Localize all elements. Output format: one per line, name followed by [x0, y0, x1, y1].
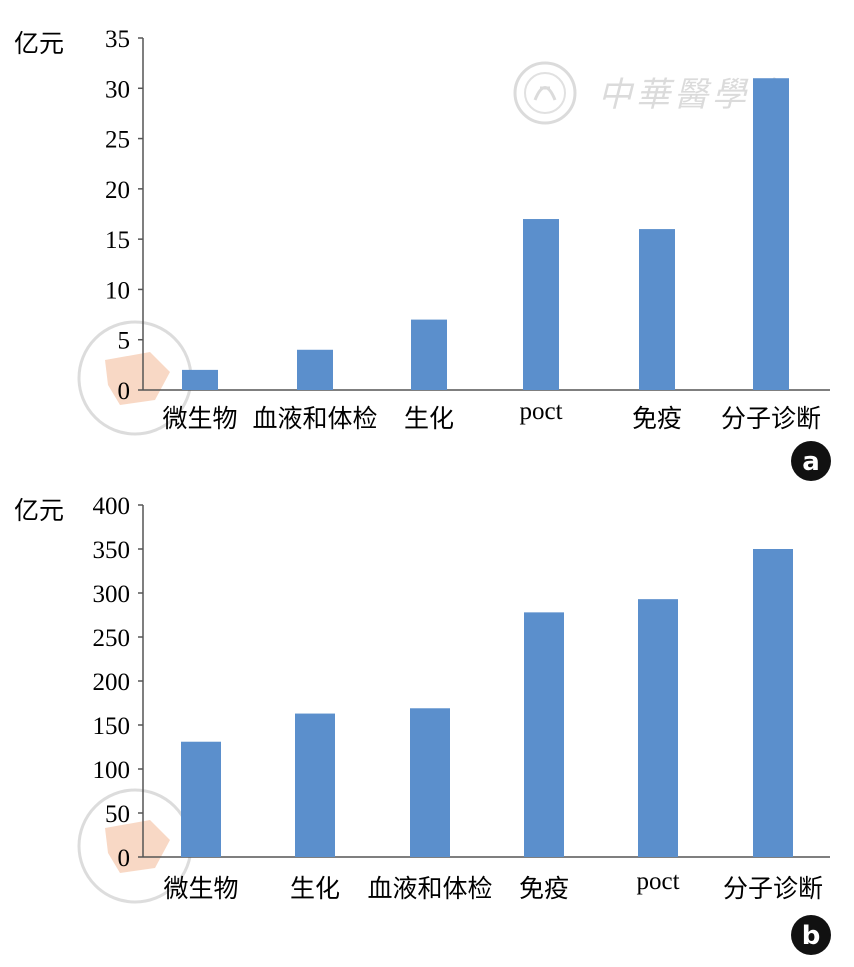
- bar: [753, 78, 789, 390]
- svg-text:a: a: [802, 447, 820, 477]
- x-tick-label: 生化: [290, 874, 340, 903]
- chart-panel-b: 亿元 0 50 100 150 200 250 300 350 400 微生物 生化 血液和体检 免疫 p…: [14, 493, 830, 904]
- bar: [524, 612, 564, 857]
- x-tick-label: 免疫: [519, 874, 569, 903]
- y-tick-label: 350: [93, 537, 131, 564]
- bar: [638, 599, 678, 857]
- panel-badge-a: a: [791, 441, 831, 481]
- x-tick-label: 微生物: [163, 874, 238, 903]
- y-tick-label: 30: [105, 76, 130, 103]
- bar: [297, 349, 333, 390]
- x-tick-label: 分子诊断: [723, 874, 823, 903]
- y-tick-label: 250: [93, 625, 131, 652]
- chart-panel-a: 亿元 0 5 10 15 20 25 30 35 微生物 血液和体检 生化 poct 免疫 分子诊断: [14, 26, 830, 436]
- y-tick-label: 10: [105, 277, 130, 304]
- y-tick-label: 50: [105, 801, 130, 828]
- y-tick-label: 20: [105, 177, 130, 204]
- x-tick-label: 血液和体检: [367, 874, 492, 903]
- svg-text:b: b: [802, 921, 821, 951]
- x-tick-label: 微生物: [162, 404, 237, 433]
- bar: [181, 741, 221, 857]
- y-tick-label: 25: [105, 127, 130, 154]
- bar: [295, 713, 335, 857]
- y-tick-label: 0: [118, 845, 131, 872]
- x-tick-label: 血液和体检: [252, 404, 377, 433]
- watermark-logo: 中華醫學會: [513, 61, 785, 125]
- y-tick-label: 15: [105, 227, 130, 254]
- y-tick-label: 35: [105, 26, 130, 53]
- y-tick-label: 0: [118, 378, 131, 405]
- y-tick-label: 400: [93, 493, 131, 520]
- y-tick-label: 300: [93, 581, 131, 608]
- bar: [182, 369, 218, 390]
- bar: [753, 549, 793, 857]
- x-tick-label: poct: [636, 868, 679, 895]
- panel-badge-b: b: [791, 915, 831, 955]
- y-tick-label: 150: [93, 713, 131, 740]
- bar: [410, 708, 450, 857]
- y-tick-label: 200: [93, 669, 131, 696]
- x-tick-label: 免疫: [632, 404, 682, 433]
- y-axis-label: 亿元: [14, 496, 64, 525]
- y-tick-label: 100: [93, 757, 131, 784]
- y-axis-label: 亿元: [14, 29, 64, 58]
- bar: [523, 219, 559, 390]
- x-tick-label: poct: [519, 398, 562, 425]
- x-tick-label: 生化: [404, 404, 454, 433]
- bar: [639, 229, 675, 390]
- y-tick-label: 5: [118, 328, 131, 355]
- bar: [411, 319, 447, 390]
- x-tick-label: 分子诊断: [721, 404, 821, 433]
